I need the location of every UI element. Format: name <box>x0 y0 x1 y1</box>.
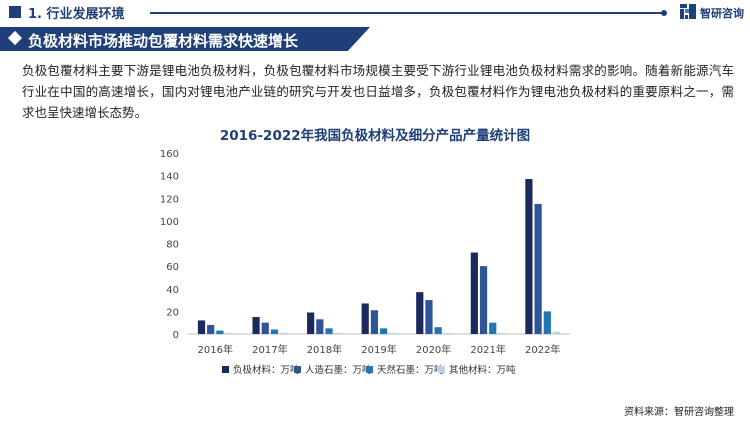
legend-swatch <box>366 366 373 373</box>
y-tick-label: 120 <box>160 194 179 205</box>
bar <box>416 292 424 334</box>
legend-label: 其他材料：万吨 <box>449 364 516 376</box>
y-tick-label: 40 <box>166 285 179 296</box>
bar <box>534 203 542 334</box>
legend-swatch <box>222 366 229 373</box>
brand-logo: 智研咨询 <box>680 3 748 21</box>
legend-swatch <box>438 366 445 373</box>
bar <box>325 328 333 334</box>
section-title: 1. 行业发展环境 <box>28 7 125 22</box>
bar <box>489 322 497 334</box>
x-tick-label: 2022年 <box>525 343 560 356</box>
x-tick-label: 2017年 <box>252 343 287 356</box>
x-tick-label: 2016年 <box>198 343 233 356</box>
logo-mark-icon <box>680 4 696 19</box>
y-tick-label: 0 <box>173 330 179 341</box>
y-tick-label: 140 <box>160 172 179 183</box>
bar <box>307 312 315 334</box>
logo-text: 智研咨询 <box>700 7 744 20</box>
bar <box>216 330 224 334</box>
bar <box>443 332 451 334</box>
bar <box>498 332 506 334</box>
y-tick-label: 80 <box>166 240 179 251</box>
bar <box>252 317 260 334</box>
header-divider <box>150 10 667 16</box>
y-tick-label: 60 <box>166 262 179 273</box>
headline-text: 负极材料市场推动包覆材料需求快速增长 <box>28 32 299 50</box>
x-tick-label: 2018年 <box>307 343 342 356</box>
bar <box>334 332 342 334</box>
headline-banner: 负极材料市场推动包覆材料需求快速增长 <box>0 27 370 51</box>
intro-paragraph: 负极包覆材料主要下游是锂电池负极材料，负极包覆材料市场规模主要受下游行业锂电池负… <box>22 63 734 120</box>
bar <box>552 331 561 334</box>
bar <box>270 329 279 334</box>
top-header: 1. 行业发展环境 智研咨询 <box>0 0 750 26</box>
bar <box>197 320 206 334</box>
bar <box>543 311 551 334</box>
source-note: 资料来源：智研咨询整理 <box>624 407 734 418</box>
y-tick-label: 20 <box>166 307 179 318</box>
bar <box>479 266 488 334</box>
bar <box>261 322 269 334</box>
bar <box>389 332 397 334</box>
bar <box>225 332 233 334</box>
x-tick-label: 2019年 <box>361 343 396 356</box>
bar <box>525 179 533 334</box>
bar <box>370 310 378 334</box>
legend-label: 负极材料：万吨 <box>233 364 300 376</box>
legend-swatch <box>294 366 301 373</box>
bar <box>470 252 478 334</box>
section-bullet <box>9 6 21 18</box>
chart-title: 2016-2022年我国负极材料及细分产品产量统计图 <box>219 128 531 144</box>
bar <box>380 328 388 334</box>
bar <box>361 303 369 334</box>
bar <box>316 319 324 334</box>
bar <box>425 300 433 334</box>
y-tick-label: 100 <box>160 217 179 228</box>
legend-label: 天然石墨：万吨 <box>377 364 444 376</box>
bar <box>280 332 288 334</box>
bar <box>434 327 442 334</box>
y-tick-label: 160 <box>160 149 179 160</box>
x-tick-label: 2020年 <box>416 343 451 356</box>
legend-label: 人造石墨：万吨 <box>305 364 372 376</box>
x-tick-label: 2021年 <box>470 343 505 356</box>
bar <box>207 324 215 334</box>
